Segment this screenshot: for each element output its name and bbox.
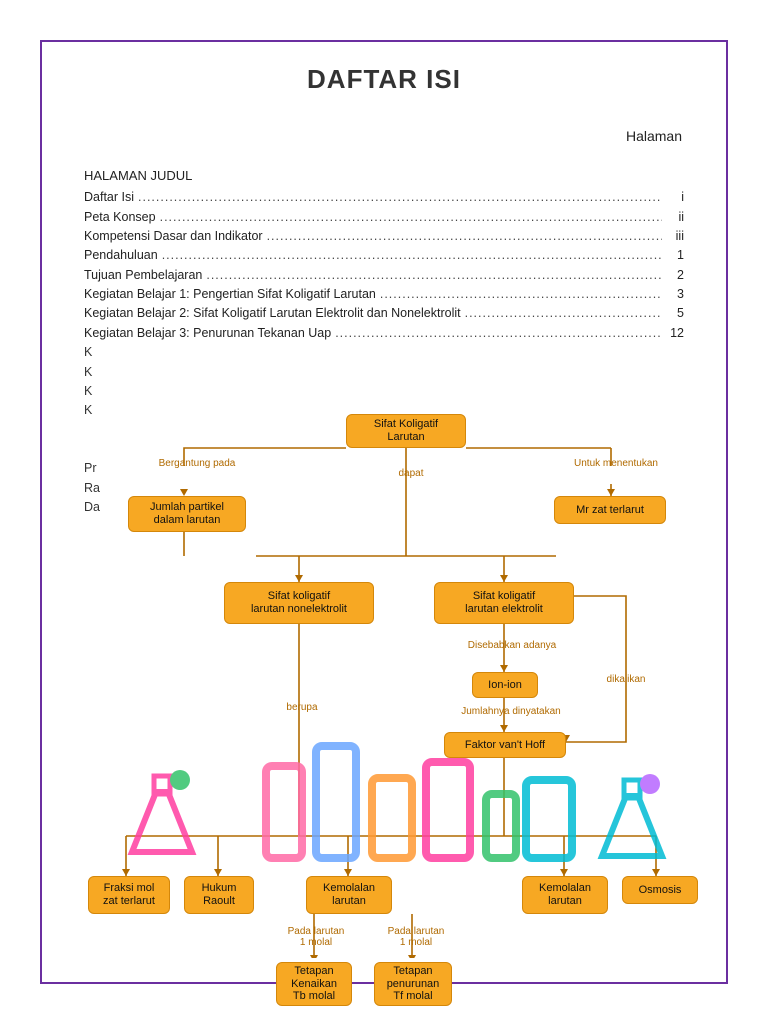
edge-label-l4: Disebabkan adanya xyxy=(452,640,572,651)
node-fraksi: Fraksi molzat terlarut xyxy=(88,876,170,914)
node-nonel: Sifat koligatiflarutan nonelektrolit xyxy=(224,582,374,624)
toc-dots: ........................................… xyxy=(263,227,662,246)
toc-dots: ........................................… xyxy=(331,324,662,343)
toc-page: i xyxy=(662,188,684,207)
node-mr: Mr zat terlarut xyxy=(554,496,666,524)
node-elek: Sifat koligatiflarutan elektrolit xyxy=(434,582,574,624)
toc-label: Peta Konsep xyxy=(84,208,156,227)
toc-row: Peta Konsep.............................… xyxy=(84,208,684,227)
edge-label-l1: Bergantung pada xyxy=(142,458,252,469)
node-osmo: Osmosis xyxy=(622,876,698,904)
toc-label: Kegiatan Belajar 1: Pengertian Sifat Kol… xyxy=(84,285,376,304)
node-raoult: HukumRaoult xyxy=(184,876,254,914)
toc-page: 12 xyxy=(662,324,684,343)
toc-label: Daftar Isi xyxy=(84,188,134,207)
toc-cut-line: K xyxy=(84,343,684,362)
toc-dots: ........................................… xyxy=(461,304,662,323)
toc-page: ii xyxy=(662,208,684,227)
toc-dots: ........................................… xyxy=(158,246,662,265)
toc-cut-line: K xyxy=(84,382,684,401)
toc-row: Kegiatan Belajar 2: Sifat Koligatif Laru… xyxy=(84,304,684,323)
toc-dots: ........................................… xyxy=(202,266,662,285)
node-jumlah: Jumlah partikeldalam larutan xyxy=(128,496,246,532)
toc-label: Pendahuluan xyxy=(84,246,158,265)
concept-map: Sifat KoligatifLarutan Jumlah partikeldal… xyxy=(56,406,712,958)
edge-label-l7: berupa xyxy=(272,702,332,713)
page-frame: DAFTAR ISI Halaman HALAMAN JUDUL Daftar … xyxy=(40,40,728,984)
toc-dots: ........................................… xyxy=(134,188,662,207)
halaman-label: Halaman xyxy=(626,128,682,144)
toc-label: Kegiatan Belajar 3: Penurunan Tekanan Ua… xyxy=(84,324,331,343)
edge-label-l2: Untuk menentukan xyxy=(556,458,676,469)
edge-label-l9: Pada larutan1 molal xyxy=(376,926,456,948)
toc-heading: HALAMAN JUDUL xyxy=(84,166,684,186)
node-root: Sifat KoligatifLarutan xyxy=(346,414,466,448)
node-kemo1: Kemolalanlarutan xyxy=(306,876,392,914)
node-ion: Ion-ion xyxy=(472,672,538,698)
edge-label-l3: dapat xyxy=(386,468,436,479)
toc-label: Tujuan Pembelajaran xyxy=(84,266,202,285)
page-inner: DAFTAR ISI Halaman HALAMAN JUDUL Daftar … xyxy=(56,56,712,968)
edge-label-l6: dikalikan xyxy=(596,674,656,685)
toc-page: 5 xyxy=(662,304,684,323)
edge-label-l8: Pada larutan1 molal xyxy=(276,926,356,948)
toc-row: Daftar Isi..............................… xyxy=(84,188,684,207)
toc-page: iii xyxy=(662,227,684,246)
toc-page: 1 xyxy=(662,246,684,265)
toc-dots: ........................................… xyxy=(376,285,662,304)
page-title: DAFTAR ISI xyxy=(56,64,712,95)
node-kemo2: Kemolalanlarutan xyxy=(522,876,608,914)
edge-label-l5: Jumlahnya dinyatakan xyxy=(446,706,576,717)
toc-cut-line: K xyxy=(84,363,684,382)
toc-row: Kegiatan Belajar 1: Pengertian Sifat Kol… xyxy=(84,285,684,304)
toc-row: Kegiatan Belajar 3: Penurunan Tekanan Ua… xyxy=(84,324,684,343)
toc-row: Kompetensi Dasar dan Indikator..........… xyxy=(84,227,684,246)
toc-row: Pendahuluan.............................… xyxy=(84,246,684,265)
toc-dots: ........................................… xyxy=(156,208,662,227)
node-hoff: Faktor van't Hoff xyxy=(444,732,566,758)
toc-page: 2 xyxy=(662,266,684,285)
node-tf: TetapanpenurunanTf molal xyxy=(374,962,452,1006)
toc-row: Tujuan Pembelajaran.....................… xyxy=(84,266,684,285)
node-tb: TetapanKenaikanTb molal xyxy=(276,962,352,1006)
toc-label: Kompetensi Dasar dan Indikator xyxy=(84,227,263,246)
toc-label: Kegiatan Belajar 2: Sifat Koligatif Laru… xyxy=(84,304,461,323)
toc-page: 3 xyxy=(662,285,684,304)
